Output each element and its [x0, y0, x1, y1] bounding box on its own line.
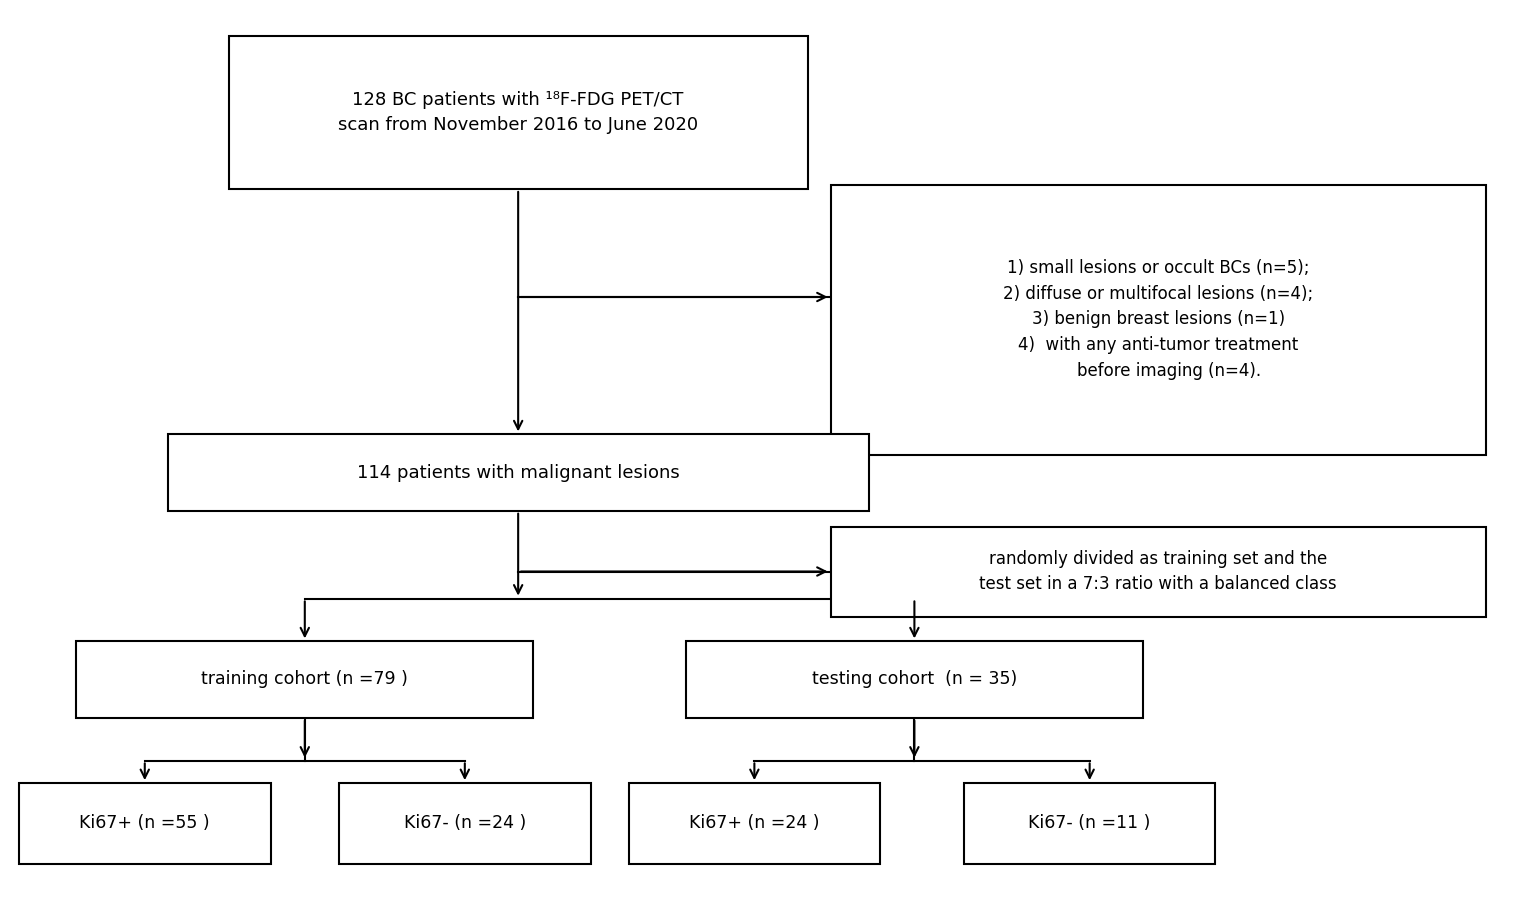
Bar [831, 184, 1486, 455]
Bar [628, 783, 881, 864]
Text: 128 BC patients with ¹⁸F-FDG PET/CT
scan from November 2016 to June 2020: 128 BC patients with ¹⁸F-FDG PET/CT scan… [338, 91, 698, 134]
Text: Ki67- (n =11 ): Ki67- (n =11 ) [1029, 814, 1151, 832]
Bar [168, 435, 869, 511]
Text: testing cohort  (n = 35): testing cohort (n = 35) [812, 670, 1017, 688]
Bar [686, 641, 1143, 718]
Bar [76, 641, 533, 718]
Bar [963, 783, 1216, 864]
Bar [18, 783, 271, 864]
Text: randomly divided as training set and the
test set in a 7:3 ratio with a balanced: randomly divided as training set and the… [980, 550, 1337, 593]
Text: 114 patients with malignant lesions: 114 patients with malignant lesions [357, 464, 680, 482]
Text: Ki67+ (n =24 ): Ki67+ (n =24 ) [689, 814, 820, 832]
Text: training cohort (n =79 ): training cohort (n =79 ) [201, 670, 408, 688]
Bar [229, 36, 808, 189]
Bar [831, 526, 1486, 617]
Bar [338, 783, 590, 864]
Text: 1) small lesions or occult BCs (n=5);
2) diffuse or multifocal lesions (n=4);
3): 1) small lesions or occult BCs (n=5); 2)… [1003, 259, 1314, 380]
Text: Ki67+ (n =55 ): Ki67+ (n =55 ) [79, 814, 210, 832]
Text: Ki67- (n =24 ): Ki67- (n =24 ) [404, 814, 526, 832]
